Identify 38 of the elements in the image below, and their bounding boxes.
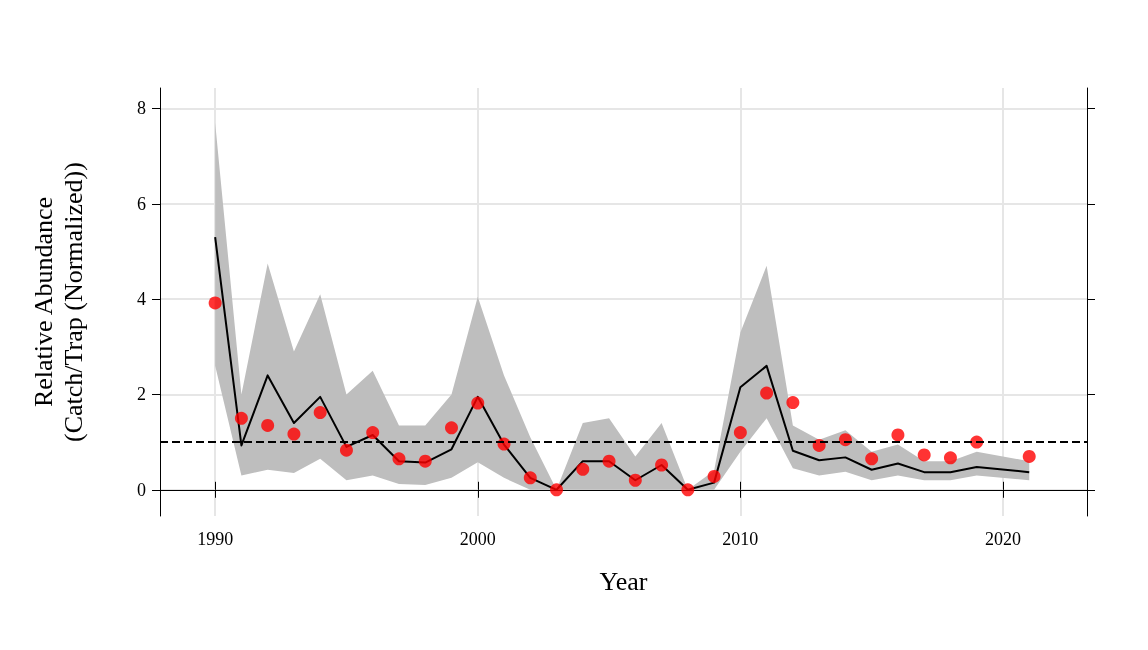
point xyxy=(550,483,564,497)
point xyxy=(418,454,432,468)
x-tick-label: 1990 xyxy=(197,529,234,549)
y-axis-title: Relative Abundance (Catch/Trap (Normalized)) xyxy=(28,162,88,442)
y-tick-label: 8 xyxy=(137,98,146,119)
y-tick-label: 4 xyxy=(137,289,146,310)
point xyxy=(523,471,537,485)
point xyxy=(471,396,485,410)
x-tick-label: 2020 xyxy=(984,529,1021,549)
point xyxy=(733,426,747,440)
point xyxy=(628,473,642,487)
x-tick-label: 2010 xyxy=(722,529,759,549)
point xyxy=(655,458,669,472)
point xyxy=(287,427,301,441)
point xyxy=(392,452,406,466)
point xyxy=(786,396,800,410)
x-axis-title: Year xyxy=(599,566,648,596)
point xyxy=(707,469,721,483)
y-tick-label: 0 xyxy=(137,479,146,500)
point xyxy=(445,421,458,435)
point xyxy=(576,462,590,476)
point xyxy=(208,296,222,310)
point xyxy=(339,443,353,457)
point xyxy=(760,386,774,400)
point xyxy=(234,411,248,425)
point xyxy=(313,406,327,420)
point xyxy=(1022,449,1036,463)
point xyxy=(681,483,695,497)
y-tick-label: 6 xyxy=(137,193,146,214)
point xyxy=(602,454,616,468)
point xyxy=(366,426,380,440)
x-tick-label: 2000 xyxy=(459,529,496,549)
point xyxy=(917,448,931,462)
point xyxy=(943,451,957,465)
point xyxy=(865,452,879,466)
y-tick-label: 2 xyxy=(137,384,146,405)
point xyxy=(891,428,905,442)
point xyxy=(261,418,275,432)
